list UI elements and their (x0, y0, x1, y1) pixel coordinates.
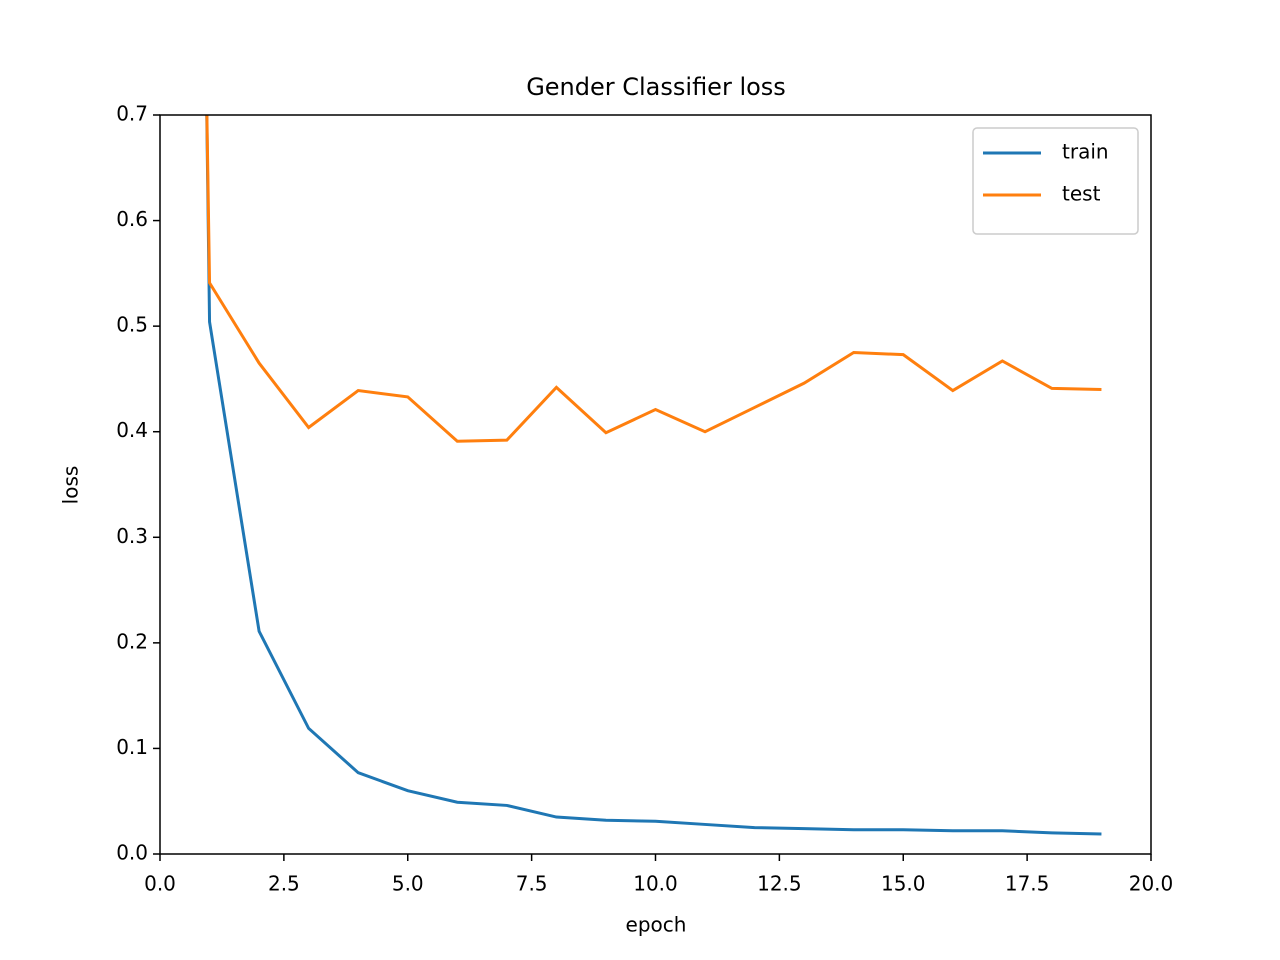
legend-label: test (1062, 182, 1101, 206)
x-tick-label: 10.0 (633, 872, 678, 896)
x-axis-label: epoch (626, 913, 687, 937)
x-tick-label: 0.0 (144, 872, 176, 896)
line-series (205, 115, 1102, 443)
y-tick-label: 0.0 (116, 841, 148, 865)
y-tick-label: 0.4 (116, 418, 148, 442)
x-tick-label: 2.5 (268, 872, 300, 896)
chart-title: Gender Classifier loss (526, 73, 786, 101)
x-tick-label: 7.5 (516, 872, 548, 896)
y-tick-label: 0.3 (116, 524, 148, 548)
y-tick-label: 0.6 (116, 207, 148, 231)
x-tick-label: 12.5 (757, 872, 802, 896)
y-axis-label: loss (59, 466, 83, 505)
line-series (205, 115, 1102, 836)
y-tick-label: 0.7 (116, 102, 148, 126)
legend-box (972, 127, 1139, 235)
plot-frame (159, 114, 1152, 855)
y-tick-label: 0.1 (116, 735, 148, 759)
y-tick-label: 0.5 (116, 313, 148, 337)
x-tick-label: 20.0 (1129, 872, 1174, 896)
legend-label: train (1062, 140, 1109, 164)
x-tick-label: 17.5 (1005, 872, 1050, 896)
x-tick-label: 5.0 (392, 872, 424, 896)
x-tick-label: 15.0 (881, 872, 926, 896)
y-tick-label: 0.2 (116, 629, 148, 653)
